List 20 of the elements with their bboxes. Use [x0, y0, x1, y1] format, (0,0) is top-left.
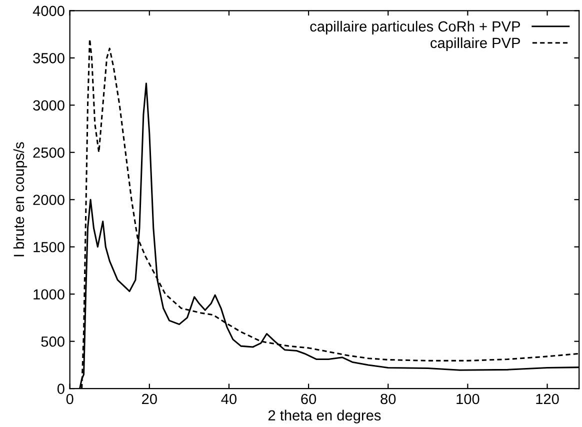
y-tick-label: 1000 [34, 289, 64, 300]
y-tick-label: 4000 [32, 6, 64, 16]
legend-label: capillaire particules CoRh + PVP [310, 20, 520, 34]
y-tick-label: 1500 [34, 242, 64, 252]
x-axis-title: 2 theta en degres [268, 410, 381, 424]
y-tick-label: 3500 [33, 53, 64, 64]
x-tick-label: 20 [142, 394, 157, 404]
legend-label: capillaire PVP [430, 37, 520, 51]
y-tick-label: 500 [41, 336, 64, 347]
y-tick-label: 2500 [33, 147, 64, 158]
x-tick-label: 120 [536, 394, 559, 404]
y-tick-label: 2000 [33, 194, 64, 206]
x-tick-label: 40 [221, 394, 237, 404]
x-tick-label: 80 [380, 394, 396, 404]
y-tick-label: 0 [57, 384, 64, 394]
x-tick-label: 100 [456, 394, 480, 404]
x-tick-label: 0 [66, 394, 74, 404]
y-axis-title: I brute en coups/s [13, 142, 27, 256]
y-tick-label: 3000 [33, 100, 64, 111]
x-tick-label: 60 [301, 394, 316, 404]
